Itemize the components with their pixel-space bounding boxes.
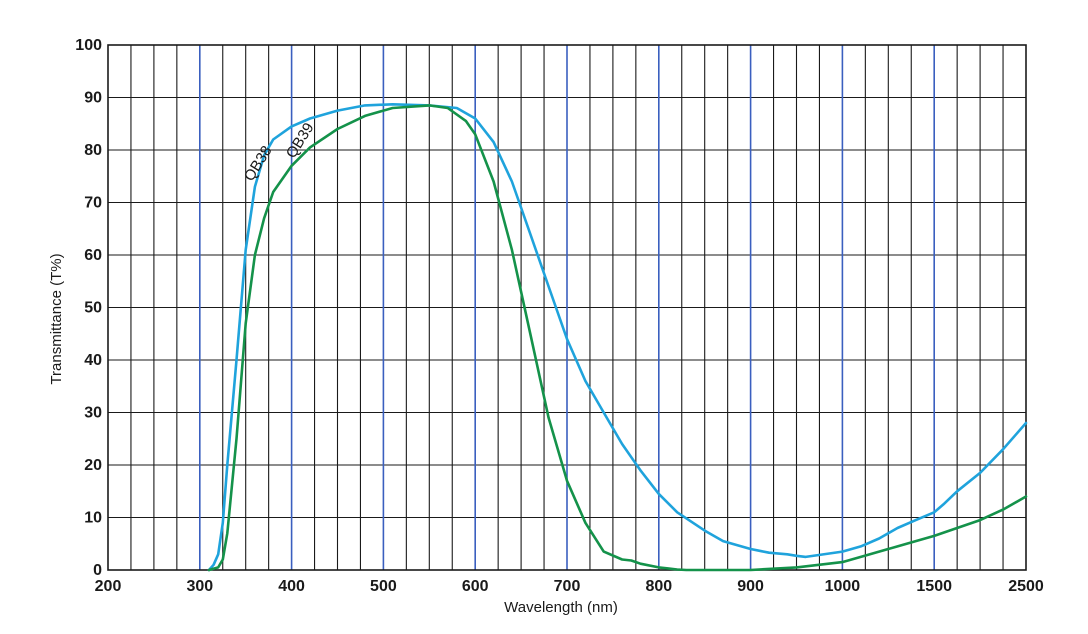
y-tick-label: 60 [84,247,102,264]
x-tick-label: 800 [645,578,672,595]
y-tick-label: 20 [84,457,102,474]
y-axis-title: Transmittance (T%) [48,253,65,384]
x-tick-label: 1000 [825,578,861,595]
x-axis-title: Wavelength (nm) [504,599,618,616]
y-tick-label: 90 [84,90,102,107]
y-tick-label: 70 [84,195,102,212]
x-tick-label: 1500 [916,578,952,595]
x-tick-label: 500 [370,578,397,595]
y-tick-label: 30 [84,405,102,422]
series-line-qb38 [207,103,1028,572]
y-tick-label: 80 [84,142,102,159]
x-tick-label: 700 [554,578,581,595]
y-tick-label: 50 [84,300,102,317]
x-tick-label: 2500 [1008,578,1044,595]
series-layer [207,103,1028,572]
x-tick-label: 400 [278,578,305,595]
y-tick-labels: 0 10 20 30 40 50 60 70 80 90 100 [75,37,102,579]
x-tick-label: 900 [737,578,764,595]
x-tick-label: 600 [462,578,489,595]
y-tick-label: 40 [84,352,102,369]
series-line-qb39 [207,104,1028,572]
series-label-qb39: QB39 [283,120,318,162]
y-tick-label: 100 [75,37,102,54]
x-tick-label: 300 [186,578,213,595]
y-tick-label: 0 [93,562,102,579]
x-tick-labels: 200 300 400 500 600 700 800 900 1000 1500 2500 [95,578,1044,595]
x-tick-label: 200 [95,578,122,595]
plot-frame [107,44,1027,571]
y-tick-label: 10 [84,510,102,527]
major-gridlines [199,45,936,570]
